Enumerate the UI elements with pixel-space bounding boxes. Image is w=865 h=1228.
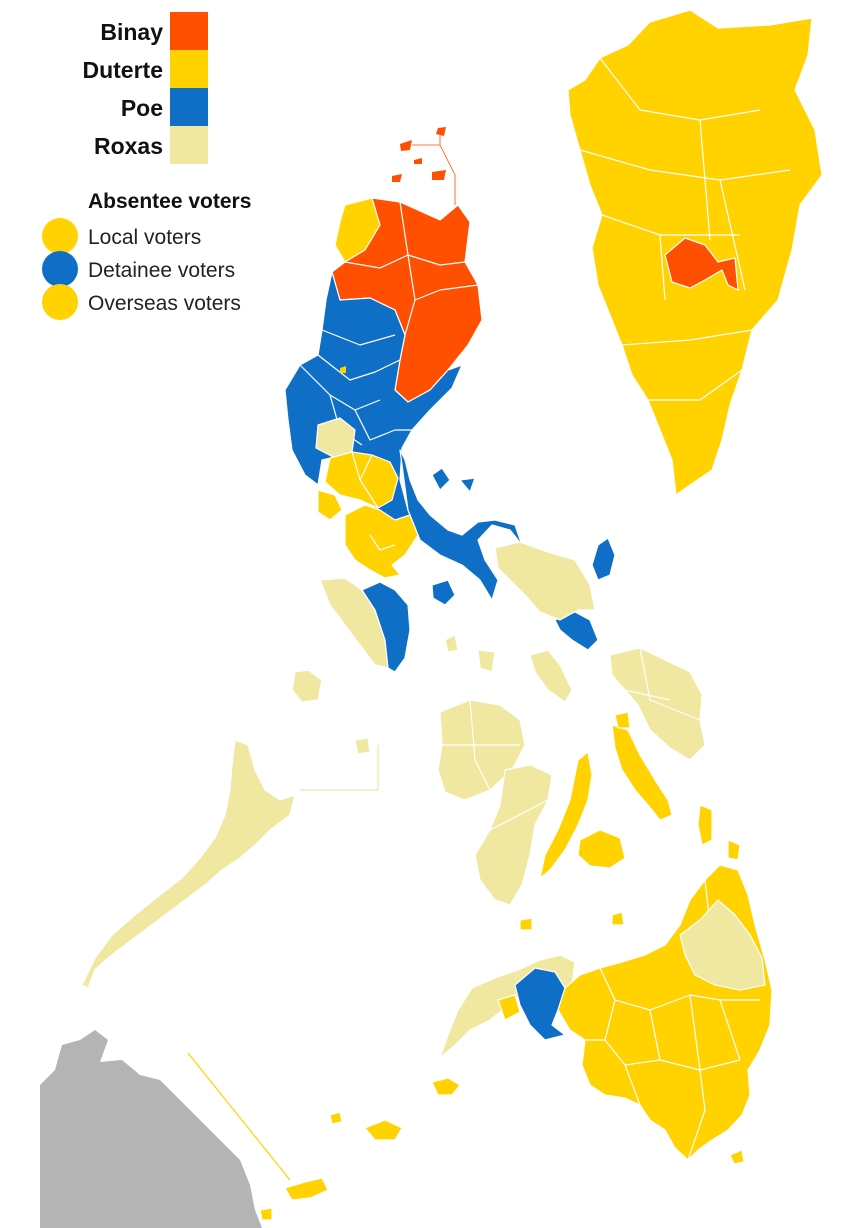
island-tawi-tawi bbox=[284, 1177, 329, 1201]
panay-borders bbox=[442, 699, 520, 791]
region-cebu bbox=[539, 751, 593, 879]
region-bohol bbox=[577, 829, 626, 869]
region-zamboanga-sibugay bbox=[497, 994, 521, 1021]
island-sulu-small bbox=[329, 1111, 343, 1125]
mindanao bbox=[259, 864, 773, 1221]
absentee-heading: Absentee voters bbox=[88, 190, 251, 213]
region-eastern-samar bbox=[609, 647, 706, 761]
region-quezon-south bbox=[344, 504, 419, 579]
region-samar bbox=[494, 541, 596, 621]
region-agusan bbox=[679, 899, 766, 991]
region-bicol bbox=[399, 449, 523, 601]
island-romblon bbox=[529, 649, 573, 703]
legend-label-binay: Binay bbox=[100, 19, 163, 45]
cagayan-internal-borders bbox=[344, 201, 479, 336]
bicol-region bbox=[399, 449, 616, 651]
legend-label-roxas: Roxas bbox=[94, 133, 163, 159]
legend-swatch-duterte bbox=[170, 50, 208, 88]
region-leyte bbox=[611, 724, 673, 821]
inset-internal-borders bbox=[579, 57, 791, 401]
island-small-roxas-1 bbox=[477, 649, 496, 673]
island-small-bicol bbox=[459, 477, 476, 493]
legend-label-duterte: Duterte bbox=[82, 57, 163, 83]
legend-label-poe: Poe bbox=[121, 95, 163, 121]
legend-swatch-binay bbox=[170, 12, 208, 50]
island-small-duterte-1 bbox=[727, 839, 741, 861]
region-oriental-mindoro bbox=[361, 581, 411, 673]
palawan bbox=[81, 669, 379, 989]
legend-marker-detainee-voters bbox=[42, 251, 78, 287]
island-camiguin bbox=[611, 911, 625, 926]
region-mindanao-main bbox=[557, 864, 773, 1161]
calabarzon-borders bbox=[351, 451, 396, 551]
region-palawan bbox=[81, 739, 296, 989]
island-sarangani bbox=[729, 1149, 745, 1165]
island-small-roxas-2 bbox=[444, 634, 459, 653]
island-basilan bbox=[431, 1077, 461, 1096]
island-marinduque bbox=[431, 579, 456, 606]
region-batangas bbox=[317, 489, 343, 521]
legend-item-detainee-voters: Detainee voters bbox=[88, 259, 235, 282]
island-biliran bbox=[614, 711, 631, 729]
batanes-islands bbox=[392, 127, 456, 205]
northern-luzon bbox=[284, 197, 483, 579]
legend-swatch-poe bbox=[170, 88, 208, 126]
island-calamian bbox=[291, 669, 323, 703]
region-panay bbox=[437, 699, 526, 801]
central-luzon-internal-borders bbox=[299, 329, 412, 446]
mindoro bbox=[319, 577, 411, 673]
island-jolo bbox=[364, 1119, 403, 1141]
island-cuyo bbox=[354, 737, 371, 755]
legend-swatch-roxas bbox=[170, 126, 208, 164]
island-sulu-small-2 bbox=[259, 1207, 273, 1221]
inset-binay-region bbox=[664, 237, 739, 291]
island-siquijor bbox=[519, 917, 533, 931]
island-siargao-dinagat bbox=[697, 804, 713, 846]
region-calabarzon bbox=[324, 451, 399, 509]
legend-marker-overseas-voters bbox=[42, 284, 78, 320]
region-small-duterte bbox=[340, 366, 346, 373]
legend-marker-local-voters bbox=[42, 218, 78, 254]
island-masbate bbox=[554, 611, 599, 651]
legend-item-overseas-voters: Overseas voters bbox=[88, 292, 241, 315]
samar-borders bbox=[624, 647, 701, 721]
region-negros bbox=[474, 764, 553, 906]
neighbor-landmass bbox=[40, 1030, 262, 1228]
negros-border bbox=[489, 799, 549, 831]
legend: Binay Duterte Poe Roxas Absentee voters Local… bbox=[42, 12, 251, 320]
visayas bbox=[437, 541, 741, 931]
region-lanao bbox=[514, 967, 566, 1041]
neighbor-coast-dash bbox=[187, 1052, 291, 1181]
legend-item-local-voters: Local voters bbox=[88, 226, 201, 249]
island-catanduanes bbox=[591, 537, 616, 581]
palawan-boundary-line bbox=[300, 745, 379, 791]
metro-manila-inset bbox=[567, 9, 823, 496]
island-polillo bbox=[431, 467, 451, 491]
